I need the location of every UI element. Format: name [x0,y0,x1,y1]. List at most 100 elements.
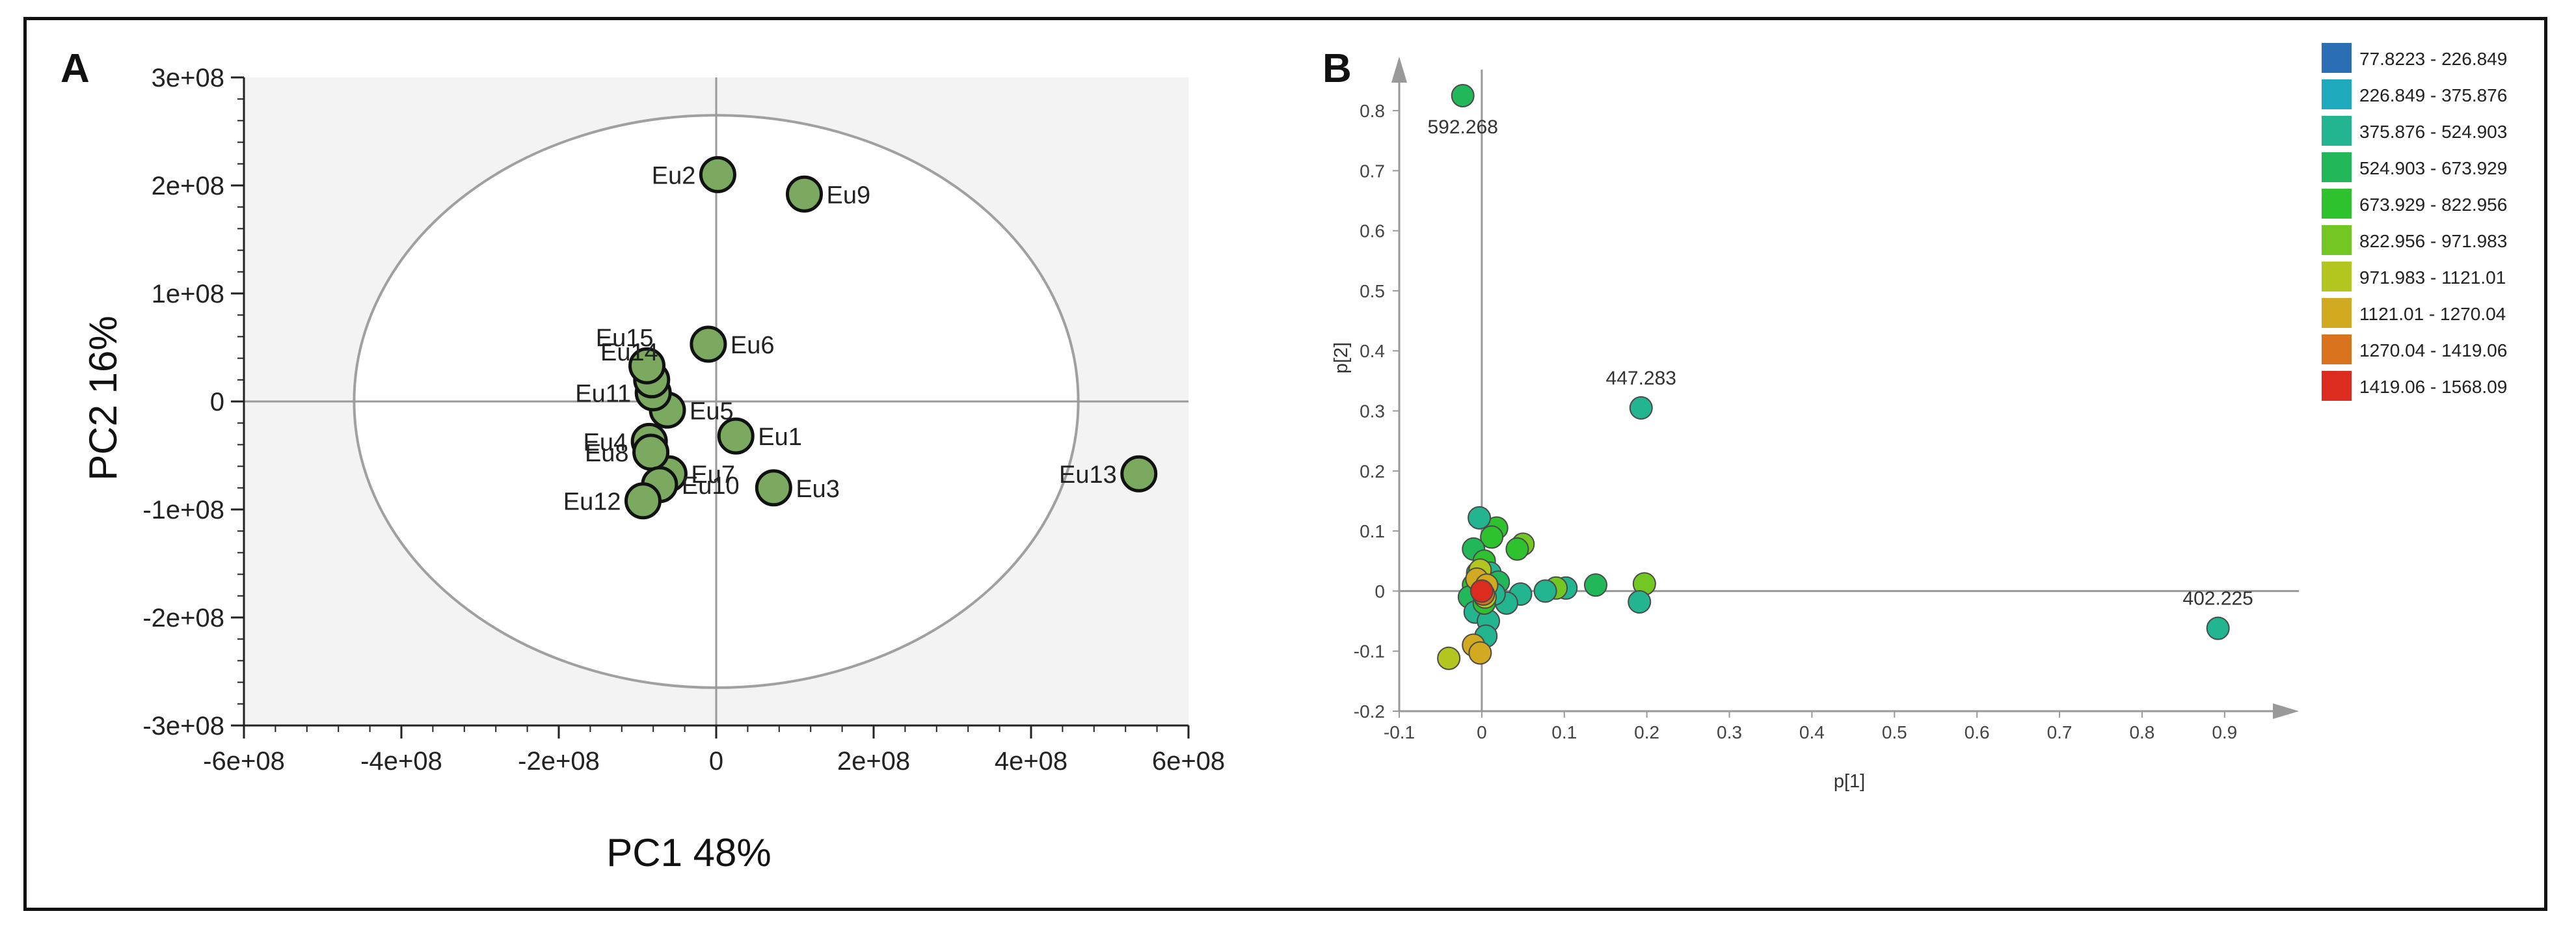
panel-a-point-label-eu13: Eu13 [1059,461,1117,489]
panel-b-y-tick-label: 0.6 [1360,221,1385,241]
panel-a-plot-area: -6e+08 -4e+08 -2e+08 0 2e+08 4e+08 6e+08 3e+08 2… [142,64,1225,776]
panel-b-plot-area: -0.1 0 0.1 0.2 0.3 0.4 0.5 0.6 0.7 0.8 0.9-0.2-0.1… [1354,57,2299,742]
panel-b-point-label-402-225: 402.225 [2182,588,2253,610]
panel-b-point-13 [1468,506,1492,530]
panel-b-legend-swatch-6 [2322,225,2352,255]
panel-b-legend-label-9: 1270.04 - 1419.06 [2359,340,2507,360]
panel-a-x-tick-label: 0 [709,747,723,776]
panel-b-y-tick-label: 0.3 [1360,401,1385,422]
panel-b-legend-label-7: 971.983 - 1121.01 [2359,267,2506,288]
panel-b-y-tick-label: 0 [1375,581,1385,601]
panel-b-x-tick-label: 0.2 [1634,722,1659,742]
panel-b-x-tick-label: 0.1 [1551,722,1577,742]
panel-b-y-tick-label: 0.2 [1360,461,1385,481]
panel-a-y-tick-label: 3e+08 [152,64,224,92]
panel-a-point-eu1 [717,417,755,455]
panel-b-point-32 [1437,646,1461,670]
panel-b-legend-swatch-8 [2322,298,2352,328]
panel-a-point-eu13 [1120,455,1158,493]
panel-b-legend-label-4: 524.903 - 673.929 [2359,158,2507,178]
panel-b-legend-label-5: 673.929 - 822.956 [2359,195,2507,215]
panel-a-y-tick-label: 0 [210,388,224,416]
panel-b-legend-swatch-10 [2322,371,2352,401]
panel-b-point-35 [1469,579,1494,603]
panel-b-chart: B -0.1 0 0.1 0.2 0.3 0.4 0.5 0.6 0.7 0.8 0.9-0.2-0… [1322,43,2507,792]
panel-a-point-eu6 [690,325,727,363]
panel-b-x-axis-title: p[1] [1834,771,1865,792]
panel-a-point-eu15 [628,347,666,385]
panel-a-point-label-eu9: Eu9 [827,182,871,209]
panel-b-x-axis-arrow [2273,703,2299,719]
panel-b-point-6 [1533,579,1557,603]
panel-b-legend-swatch-9 [2322,334,2352,364]
panel-a-point-label-eu10: Eu10 [682,472,740,500]
panel-a-point-eu2 [699,156,736,193]
panel-a-y-tick-label: 2e+08 [152,172,224,200]
panel-a-point-eu9 [786,175,824,213]
panel-a-y-axis-title: PC2 16% [81,316,125,480]
panel-b-y-tick-label: 0.1 [1360,521,1385,541]
panel-a-point-label-eu5: Eu5 [690,398,734,425]
panel-b-label: B [1322,46,1352,91]
panel-a-x-tick-label: 4e+08 [995,747,1067,776]
panel-b-point-8 [1505,537,1529,561]
panel-b-x-tick-label: 0.8 [2129,722,2154,742]
panel-b-x-tick-label: 0.6 [1965,722,1990,742]
panel-a-x-tick-label: 2e+08 [837,747,910,776]
panel-b-legend-label-6: 822.956 - 971.983 [2359,231,2507,251]
panel-b-y-tick-label: 0.7 [1360,161,1385,181]
panel-a-point-label-eu8: Eu8 [585,440,629,467]
panel-b-x-tick-label: -0.1 [1384,722,1415,742]
panel-b-point-label-447-283: 447.283 [1606,368,1676,389]
panel-b-legend-swatch-4 [2322,152,2352,182]
panel-b-x-tick-label: 0 [1477,722,1487,742]
panel-b-x-tick-label: 0.3 [1717,722,1742,742]
panel-b-legend-swatch-2 [2322,79,2352,109]
panel-a-y-tick-label: -3e+08 [142,712,224,740]
panel-b-point-592-268 [1451,83,1475,107]
panel-b-point-402-225 [2206,616,2230,640]
panel-b-legend-label-3: 375.876 - 524.903 [2359,122,2507,142]
panel-a-label: A [60,46,90,91]
panel-a-point-label-eu11: Eu11 [575,381,631,408]
panel-a-y-tick-label: -1e+08 [142,496,224,524]
panel-b-legend-swatch-3 [2322,116,2352,146]
panel-b-y-tick-label: -0.1 [1354,642,1385,662]
panel-b-point-447-283 [1629,396,1653,420]
panel-a-point-eu3 [755,469,792,507]
panel-a-point-label-eu1: Eu1 [758,424,802,451]
panel-b-x-tick-label: 0.9 [2212,722,2237,742]
panel-b-x-tick-label: 0.4 [1799,722,1825,742]
panel-b-y-tick-label: 0.4 [1360,341,1385,361]
panel-b-point-3 [1628,590,1652,614]
panel-b-legend-swatch-7 [2322,262,2352,291]
panel-b-y-tick-label: -0.2 [1354,701,1385,722]
panel-b-point-12 [1480,525,1504,549]
panel-a-point-eu12 [624,482,662,520]
panel-b-y-axis-title: p[2] [1331,342,1352,373]
panel-b-y-tick-label: 0.5 [1360,281,1385,301]
panel-b-legend-label-10: 1419.06 - 1568.09 [2359,377,2507,397]
figure-frame: A -6e+08 -4e+08 -2e+08 0 2e+08 4e+08 6e+08 3e+0… [23,17,2547,911]
panel-b-legend: 77.8223 - 226.849 226.849 - 375.876 375.87… [2322,43,2507,401]
panel-b-y-axis-arrow [1391,57,1407,83]
panel-a-x-tick-label: -2e+08 [518,747,600,776]
panel-b-point-label-592-268: 592.268 [1427,116,1497,138]
panel-a-point-label-eu7: Eu7 [691,461,735,489]
panel-a-x-tick-label: 6e+08 [1152,747,1225,776]
panel-b-legend-label-8: 1121.01 - 1270.04 [2359,304,2506,324]
panel-b-legend-label-1: 77.8223 - 226.849 [2359,49,2507,69]
panel-a-y-tick-label: -2e+08 [142,604,224,632]
panel-a-y-tick-label: 1e+08 [152,280,224,308]
panel-a-point-label-eu6: Eu6 [731,332,775,359]
panel-a-x-axis-title: PC1 48% [606,831,771,874]
panel-a-point-label-eu4: Eu4 [584,429,628,456]
panel-b-x-tick-label: 0.7 [2047,722,2073,742]
panel-b-point-34 [1468,641,1492,665]
panel-a-x-tick-label: -4e+08 [360,747,442,776]
panel-b-y-tick-label: 0.8 [1360,101,1385,121]
panel-a-point-label-eu2: Eu2 [652,162,696,189]
panel-b-point-2 [1583,573,1607,597]
panel-a-point-label-eu3: Eu3 [796,476,840,503]
panel-a-point-label-eu14: Eu14 [600,339,658,366]
